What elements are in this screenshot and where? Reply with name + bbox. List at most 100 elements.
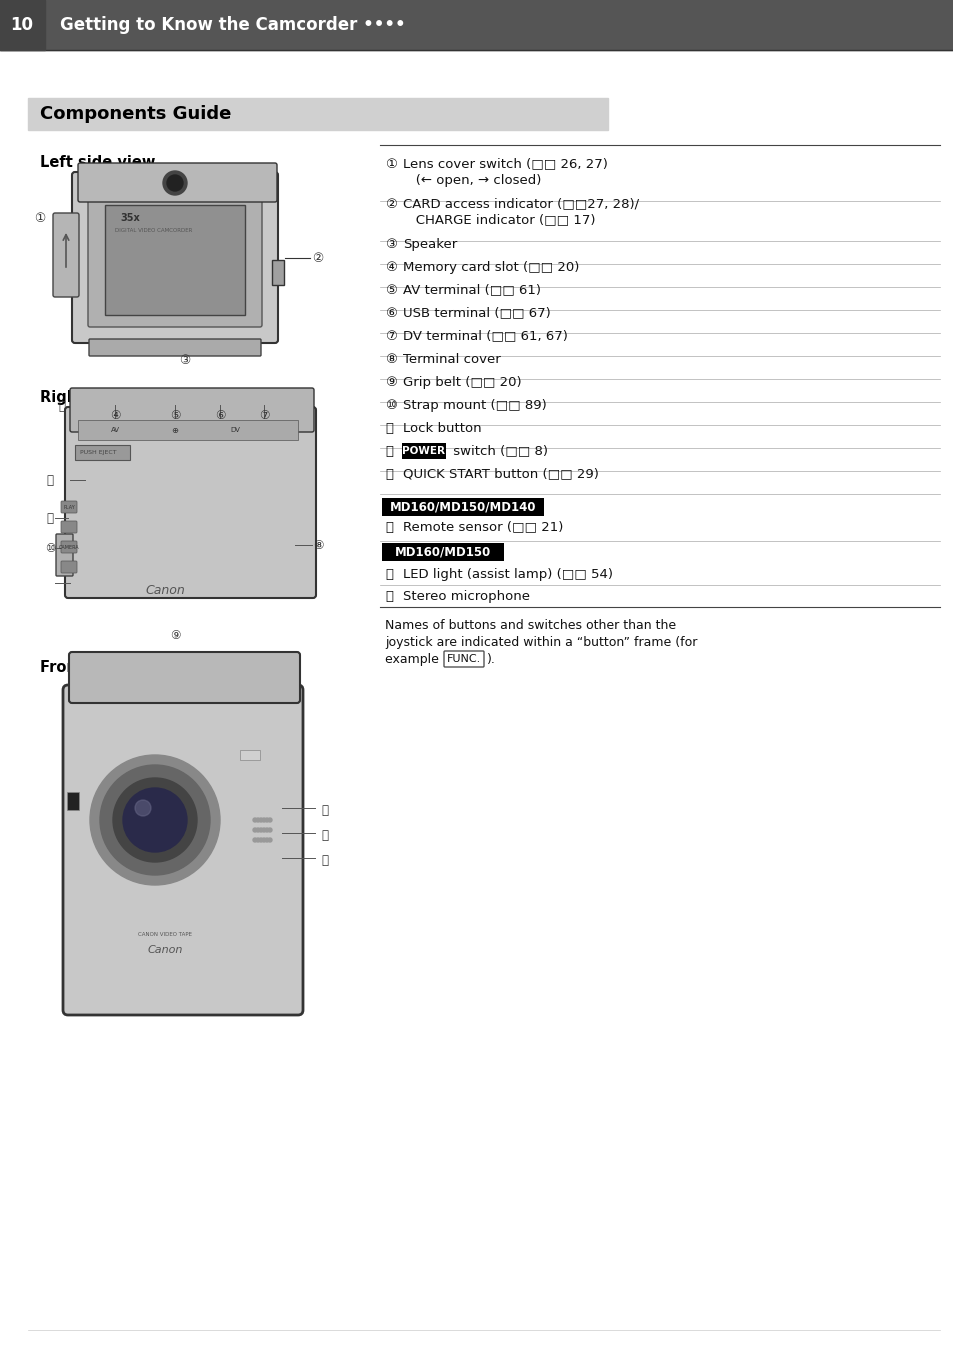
Circle shape (90, 754, 220, 885)
FancyBboxPatch shape (53, 213, 79, 297)
Circle shape (265, 828, 269, 832)
Text: Grip belt (□□ 20): Grip belt (□□ 20) (402, 376, 521, 388)
Text: Strap mount (□□ 89): Strap mount (□□ 89) (402, 399, 546, 411)
Circle shape (255, 828, 260, 832)
Text: ⊕: ⊕ (172, 426, 178, 434)
Text: ②: ② (385, 198, 396, 210)
Text: Canon: Canon (147, 944, 182, 955)
Text: joystick are indicated within a “button” frame (for: joystick are indicated within a “button”… (385, 635, 697, 649)
Circle shape (255, 818, 260, 822)
Text: ⑨: ⑨ (170, 628, 180, 642)
Text: ⑧: ⑧ (313, 539, 323, 551)
FancyBboxPatch shape (61, 541, 77, 554)
Circle shape (258, 839, 263, 841)
FancyBboxPatch shape (69, 651, 299, 703)
Text: ⑦: ⑦ (258, 408, 269, 422)
Text: LED light (assist lamp) (□□ 54): LED light (assist lamp) (□□ 54) (402, 567, 613, 581)
Text: ⑩: ⑩ (385, 399, 396, 411)
Text: ⑮: ⑮ (321, 829, 328, 841)
Text: ⑬: ⑬ (58, 399, 66, 413)
Bar (272, 261, 284, 285)
Circle shape (123, 788, 187, 852)
Text: ⑫: ⑫ (47, 474, 53, 487)
Text: Lock button: Lock button (402, 422, 481, 434)
Text: ②: ② (312, 251, 323, 265)
Circle shape (255, 839, 260, 841)
FancyBboxPatch shape (71, 172, 277, 343)
Text: Right Side View: Right Side View (40, 389, 170, 404)
FancyBboxPatch shape (61, 521, 77, 533)
Text: Names of buttons and switches other than the: Names of buttons and switches other than… (385, 619, 676, 631)
Text: MD160/MD150/MD140: MD160/MD150/MD140 (390, 501, 536, 513)
Text: ⑥: ⑥ (214, 408, 225, 422)
Text: ⑭: ⑭ (385, 521, 393, 533)
Bar (0, 0, 953, 50)
Text: ⑪: ⑪ (385, 422, 393, 434)
FancyBboxPatch shape (61, 501, 77, 513)
FancyBboxPatch shape (65, 407, 315, 598)
Text: ③: ③ (385, 237, 396, 251)
Text: ⑩: ⑩ (45, 541, 55, 555)
Circle shape (167, 175, 183, 191)
FancyBboxPatch shape (381, 498, 543, 516)
Text: ⑥: ⑥ (385, 307, 396, 319)
Text: Left side view: Left side view (40, 155, 155, 170)
Text: ⑪: ⑪ (47, 512, 53, 525)
Text: ⑫: ⑫ (385, 445, 393, 457)
Text: POWER: POWER (402, 446, 445, 456)
Text: CANON VIDEO TAPE: CANON VIDEO TAPE (138, 932, 192, 938)
Text: Getting to Know the Camcorder ••••: Getting to Know the Camcorder •••• (60, 16, 405, 34)
FancyBboxPatch shape (443, 651, 483, 668)
Text: ④: ④ (385, 261, 396, 274)
Circle shape (253, 828, 256, 832)
Text: ①: ① (385, 157, 396, 171)
Text: PUSH EJECT: PUSH EJECT (80, 449, 116, 455)
Bar (105, 205, 245, 315)
Text: ⑭: ⑭ (321, 803, 328, 817)
Text: Front view: Front view (40, 660, 127, 674)
Text: ⑤: ⑤ (170, 408, 180, 422)
Bar (240, 750, 260, 760)
Text: (← open, → closed): (← open, → closed) (402, 174, 540, 186)
Text: ⑬: ⑬ (385, 468, 393, 480)
Text: Memory card slot (□□ 20): Memory card slot (□□ 20) (402, 261, 578, 274)
Circle shape (258, 818, 263, 822)
Text: ⑯: ⑯ (321, 854, 328, 867)
FancyBboxPatch shape (381, 543, 503, 560)
FancyBboxPatch shape (401, 442, 446, 459)
Bar (75, 445, 130, 460)
Text: ).: ). (486, 653, 496, 665)
Text: 10: 10 (10, 16, 33, 34)
Circle shape (258, 828, 263, 832)
FancyBboxPatch shape (78, 163, 276, 202)
Text: ③: ③ (179, 354, 191, 366)
Text: PLAY: PLAY (63, 505, 74, 509)
Text: Terminal cover: Terminal cover (402, 353, 500, 365)
Text: Remote sensor (□□ 21): Remote sensor (□□ 21) (402, 521, 563, 533)
Bar (28, 98, 607, 130)
Text: 35x: 35x (120, 213, 139, 223)
Text: Canon: Canon (145, 584, 185, 597)
Text: ⑨: ⑨ (385, 376, 396, 388)
Text: CARD access indicator (□□27, 28)/: CARD access indicator (□□27, 28)/ (402, 198, 639, 210)
Text: AV: AV (111, 427, 119, 433)
Text: MD160/MD150: MD160/MD150 (395, 546, 491, 559)
Text: Lens cover switch (□□ 26, 27): Lens cover switch (□□ 26, 27) (402, 157, 607, 171)
Circle shape (268, 828, 272, 832)
Circle shape (135, 801, 151, 816)
Text: AV terminal (□□ 61): AV terminal (□□ 61) (402, 284, 540, 296)
FancyBboxPatch shape (70, 388, 314, 432)
FancyBboxPatch shape (63, 685, 303, 1015)
Circle shape (163, 171, 187, 195)
Circle shape (268, 818, 272, 822)
Circle shape (265, 839, 269, 841)
Circle shape (268, 839, 272, 841)
Text: Speaker: Speaker (402, 237, 456, 251)
Text: DV terminal (□□ 61, 67): DV terminal (□□ 61, 67) (402, 330, 567, 342)
Text: ④: ④ (110, 408, 120, 422)
Text: ⑯: ⑯ (385, 589, 393, 603)
FancyBboxPatch shape (56, 535, 73, 575)
Text: ⑮: ⑮ (385, 567, 393, 581)
Text: DIGITAL VIDEO CAMCORDER: DIGITAL VIDEO CAMCORDER (115, 228, 193, 232)
Bar (0, 0, 45, 50)
